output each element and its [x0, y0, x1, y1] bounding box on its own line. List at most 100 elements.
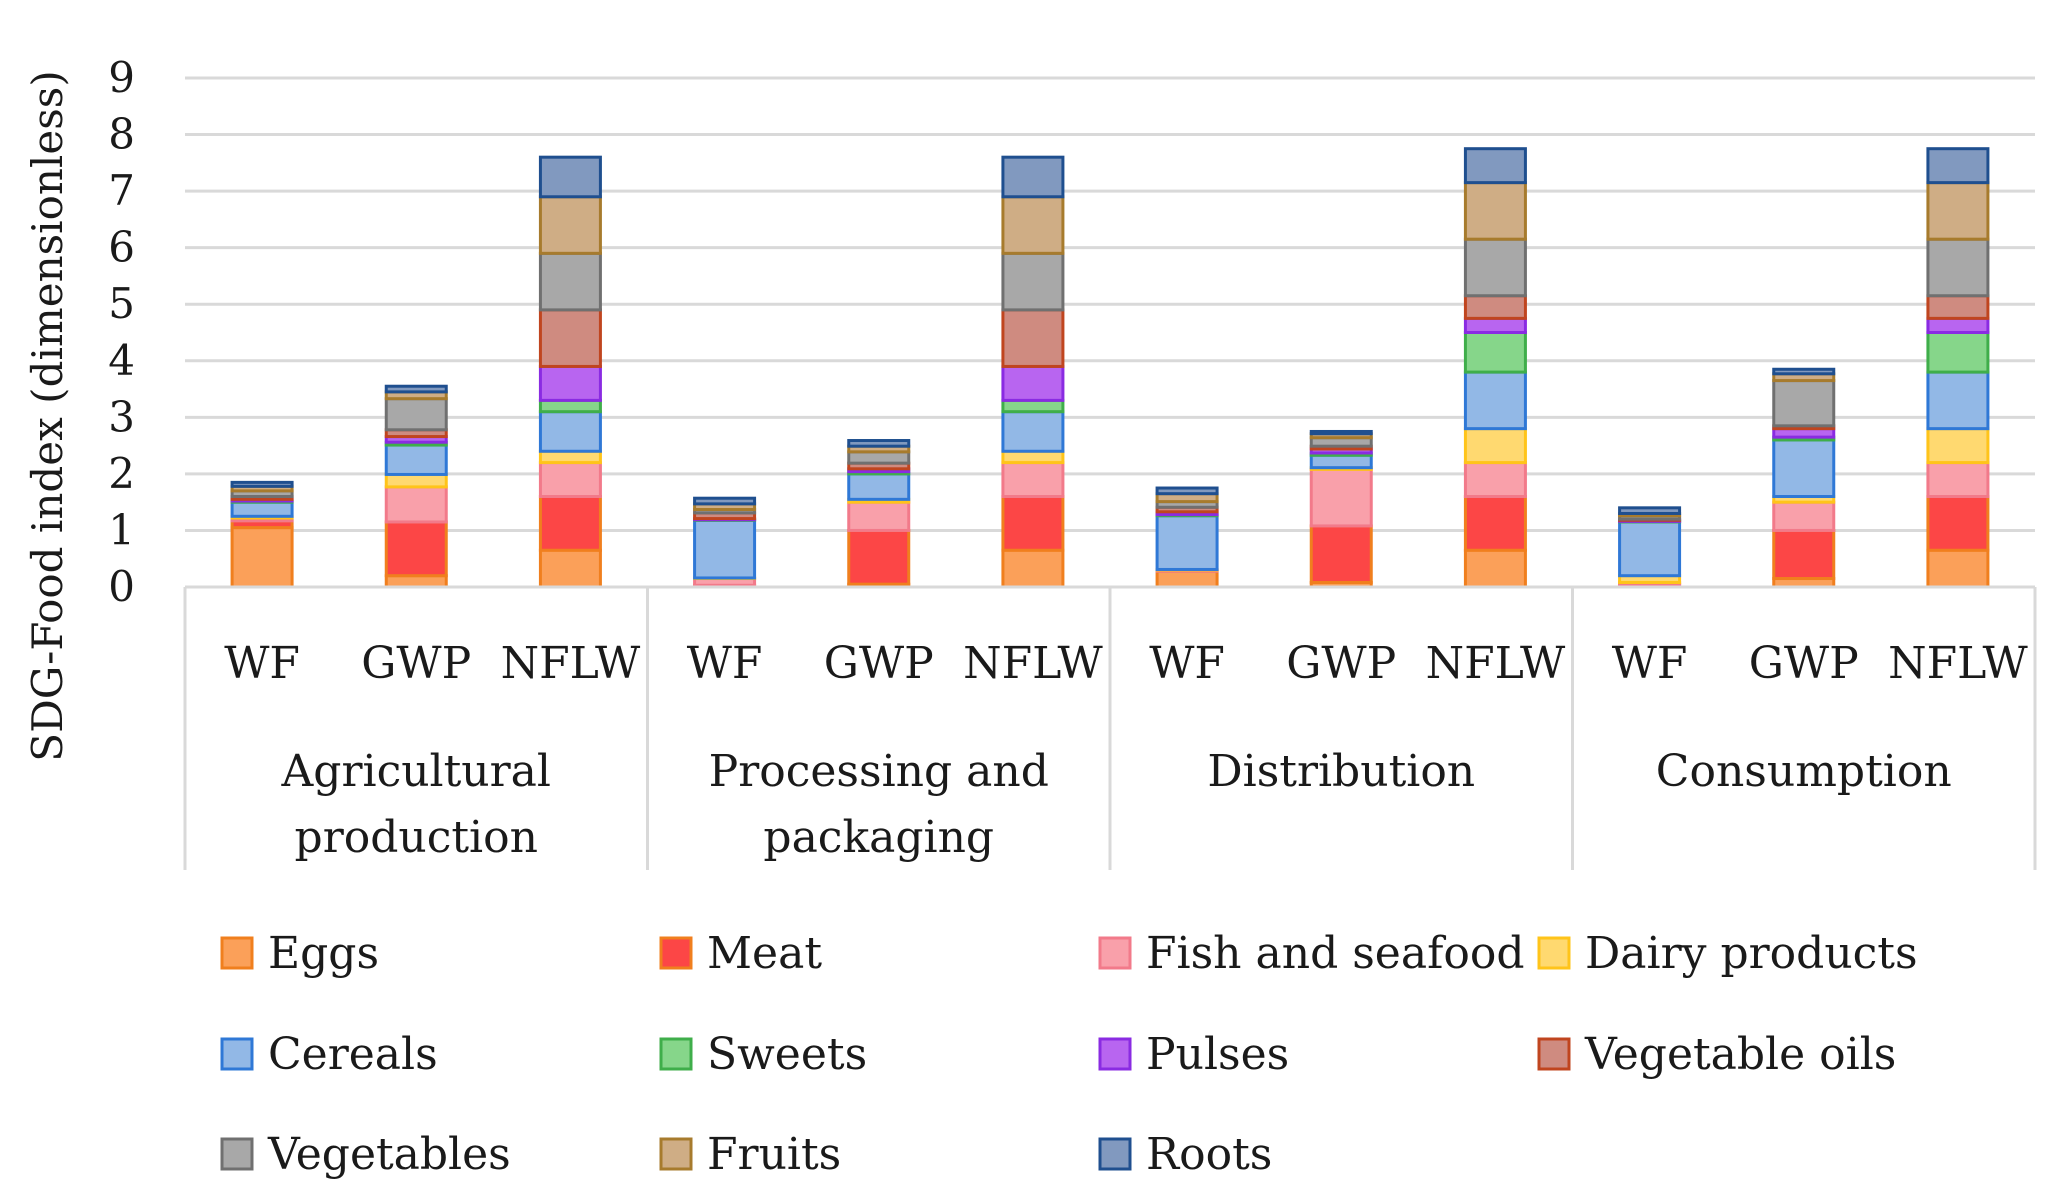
- legend-label: Cereals: [268, 1029, 438, 1080]
- x-tick-label: WF: [224, 638, 300, 689]
- bar-segment-eggs: [1001, 548, 1065, 589]
- bar-stack: [1772, 367, 1836, 589]
- bar-segment-cereals: [1618, 520, 1682, 578]
- group-label: packaging: [763, 812, 994, 863]
- legend-item: Pulses: [1098, 1029, 1289, 1080]
- y-tick-label: 6: [108, 223, 135, 272]
- bar-segment-roots: [693, 496, 757, 506]
- y-tick-label: 2: [108, 449, 135, 498]
- legend-swatch: [659, 1137, 693, 1171]
- bar-segment-pulses: [1001, 364, 1065, 402]
- bar-stack: [538, 155, 602, 589]
- bar-segment-meat: [384, 520, 448, 578]
- bar-stack: [1309, 429, 1373, 589]
- bar-segment-cereals: [693, 518, 757, 580]
- bar-stack: [1463, 147, 1527, 589]
- bar-segment-pulses: [1463, 316, 1527, 335]
- group-label: Processing and: [709, 746, 1049, 797]
- bar-segment-cereals: [1001, 410, 1065, 453]
- legend-item: Roots: [1098, 1129, 1272, 1180]
- bar-segment-sweets: [1463, 331, 1527, 374]
- y-tick-label: 4: [108, 336, 135, 385]
- bar-segment-fish-and-seafood: [1463, 461, 1527, 499]
- x-tick-label: GWP: [824, 638, 934, 689]
- bar-segment-dairy-products: [1926, 427, 1990, 465]
- legend-swatch: [220, 936, 254, 970]
- group-label: production: [295, 812, 538, 863]
- group-label: Agricultural: [281, 746, 551, 797]
- legend-item: Meat: [659, 928, 822, 979]
- y-tick-label: 1: [108, 505, 135, 554]
- bar-segment-vegetables: [1001, 251, 1065, 312]
- legend-label: Sweets: [707, 1029, 867, 1080]
- bar-segment-pulses: [538, 364, 602, 402]
- bar-segment-vegetables: [1926, 237, 1990, 298]
- legend-item: Dairy products: [1537, 928, 1918, 979]
- bar-segment-sweets: [1001, 398, 1065, 414]
- group-label: Consumption: [1656, 746, 1952, 797]
- bar-segment-fish-and-seafood: [1926, 461, 1990, 499]
- bar-segment-fish-and-seafood: [538, 461, 602, 499]
- gridlines: [185, 76, 2035, 532]
- bar-segment-fish-and-seafood: [384, 485, 448, 524]
- bar-segment-meat: [1772, 528, 1836, 581]
- bar-segment-vegetable-oils: [1001, 308, 1065, 368]
- bar-segment-dairy-products: [1001, 449, 1065, 465]
- bar-segment-eggs: [538, 548, 602, 589]
- bar-segment-eggs: [230, 526, 294, 589]
- x-tick-label: NFLW: [501, 638, 641, 689]
- bar-segment-dairy-products: [384, 472, 448, 489]
- bar-segment-vegetables: [1463, 237, 1527, 298]
- bar-segment-eggs: [1155, 569, 1219, 589]
- bar-segment-meat: [1463, 495, 1527, 552]
- bar-segment-cereals: [384, 443, 448, 476]
- x-tick-label: WF: [687, 638, 763, 689]
- bar-segment-roots: [230, 480, 294, 488]
- legend-swatch: [220, 1037, 254, 1071]
- bar-stack: [847, 439, 911, 589]
- bar-segment-meat: [1309, 524, 1373, 584]
- bar-segment-fruits: [538, 195, 602, 255]
- bar-segment-eggs: [1926, 548, 1990, 589]
- bar-segment-roots: [1309, 429, 1373, 436]
- bar-segment-roots: [1001, 155, 1065, 199]
- y-axis-title: SDG-Food index (dimensionless): [23, 70, 72, 761]
- x-tick-label: NFLW: [963, 638, 1103, 689]
- bar-segment-dairy-products: [1463, 427, 1527, 465]
- bar-stack: [1618, 506, 1682, 589]
- group-label: Distribution: [1207, 746, 1475, 797]
- legend-label: Meat: [707, 928, 822, 979]
- bar-segment-roots: [1926, 147, 1990, 185]
- bar-segment-fish-and-seafood: [1309, 467, 1373, 528]
- bar-segment-meat: [1926, 495, 1990, 552]
- bar-segment-eggs: [1463, 548, 1527, 589]
- x-tick-label: GWP: [1749, 638, 1859, 689]
- y-axis-ticks: 0 1 2 3 4 5 6 7 8 9: [108, 53, 135, 611]
- legend-item: Eggs: [220, 928, 379, 979]
- y-tick-label: 5: [108, 279, 135, 328]
- legend-label: Pulses: [1146, 1029, 1289, 1080]
- legend-item: Fish and seafood: [1098, 928, 1525, 979]
- x-tick-label: NFLW: [1426, 638, 1566, 689]
- x-tick-label: GWP: [361, 638, 471, 689]
- bar-segment-fish-and-seafood: [847, 500, 911, 532]
- bar-segment-meat: [538, 495, 602, 552]
- bar-segment-roots: [1618, 506, 1682, 515]
- legend-swatch: [220, 1137, 254, 1171]
- bar-segment-roots: [384, 384, 448, 394]
- legend-label: Fish and seafood: [1146, 928, 1525, 979]
- bar-segment-cereals: [1155, 514, 1219, 571]
- bar-stack: [1001, 155, 1065, 589]
- legend-swatch: [1098, 1137, 1132, 1171]
- bar-segment-vegetables: [847, 450, 911, 465]
- x-tick-label: NFLW: [1888, 638, 2028, 689]
- category-axis: WF GWP NFLW WF GWP NFLW WF GWP NFLW WF GWP NFLW Agri…: [183, 585, 2037, 870]
- bar-segment-meat: [847, 528, 911, 586]
- legend-item: Vegetables: [220, 1129, 511, 1180]
- bar-segment-dairy-products: [538, 449, 602, 465]
- bar-segment-cereals: [1926, 370, 1990, 431]
- bar-segment-vegetable-oils: [1463, 294, 1527, 320]
- bar-stack: [693, 496, 757, 589]
- legend-item: Cereals: [220, 1029, 438, 1080]
